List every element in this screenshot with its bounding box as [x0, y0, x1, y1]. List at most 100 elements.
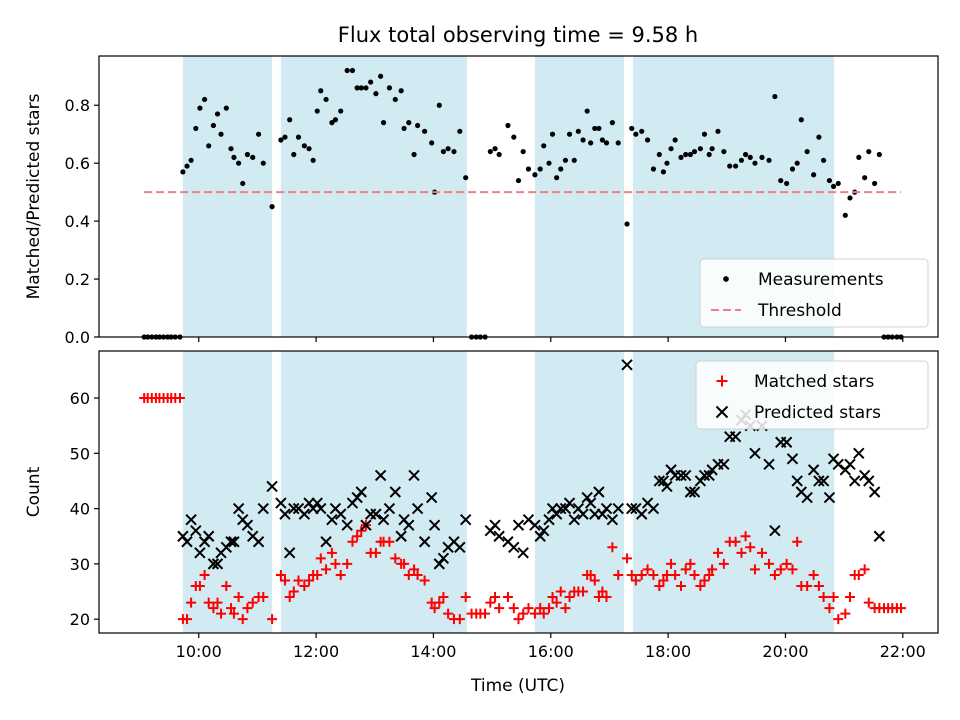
- data-point: [896, 603, 907, 614]
- data-point: [406, 120, 412, 126]
- legend-item: Predicted stars: [715, 403, 881, 423]
- data-point: [436, 102, 442, 108]
- data-point: [520, 148, 526, 155]
- data-point: [629, 125, 635, 132]
- legend-box: [699, 258, 929, 328]
- data-point: [443, 608, 454, 619]
- data-point: [609, 120, 615, 126]
- data-point: [440, 148, 447, 155]
- data-point: [332, 117, 339, 123]
- data-point: [310, 157, 316, 163]
- data-point: [411, 502, 424, 515]
- data-point: [216, 608, 227, 619]
- legend-item: Matched stars: [716, 372, 874, 392]
- data-point: [740, 531, 751, 542]
- data-point: [390, 553, 401, 564]
- data-point: [599, 137, 606, 143]
- data-point: [386, 85, 393, 91]
- data-point: [492, 146, 498, 152]
- observing-interval: [280, 351, 467, 633]
- data-point: [555, 586, 566, 597]
- data-point: [288, 586, 299, 597]
- data-point: [237, 614, 248, 625]
- legend-label: Matched stars: [754, 372, 874, 392]
- data-point: [647, 502, 660, 515]
- data-point: [352, 531, 363, 542]
- data-point: [781, 558, 792, 569]
- data-point: [395, 530, 407, 542]
- data-point: [311, 497, 323, 509]
- data-point: [174, 393, 185, 403]
- data-point: [872, 180, 878, 187]
- data-point: [529, 519, 541, 531]
- data-point: [408, 469, 420, 482]
- data-point: [320, 536, 332, 548]
- data-point: [633, 131, 639, 137]
- legend-label: Measurements: [758, 270, 884, 290]
- data-point: [532, 172, 538, 178]
- data-point: [354, 85, 360, 91]
- data-point: [668, 146, 674, 152]
- data-point: [258, 592, 269, 603]
- x-tick-label: 14:00: [410, 642, 456, 661]
- data-point: [811, 172, 817, 178]
- observing-interval: [534, 351, 625, 633]
- x-tick-label: 12:00: [293, 642, 339, 661]
- data-point: [326, 513, 338, 526]
- data-point: [580, 137, 586, 143]
- data-point: [275, 497, 287, 509]
- data-point: [716, 375, 728, 387]
- axes-frame: [98, 55, 939, 338]
- series-matched-stars: [139, 393, 907, 625]
- data-point: [360, 519, 372, 531]
- data-point: [203, 597, 214, 608]
- data-point: [282, 134, 288, 140]
- data-point: [505, 122, 511, 129]
- data-point: [607, 542, 618, 553]
- data-point: [433, 558, 446, 570]
- data-point: [409, 564, 420, 575]
- data-point: [738, 157, 745, 163]
- legend-label: Predicted stars: [754, 403, 881, 423]
- data-point: [808, 569, 819, 580]
- data-point: [368, 79, 374, 85]
- data-point: [798, 117, 804, 123]
- data-point: [657, 475, 670, 487]
- data-point: [858, 469, 871, 482]
- data-point: [588, 140, 594, 146]
- data-point: [206, 143, 212, 149]
- data-point: [203, 530, 215, 542]
- data-point: [549, 131, 556, 137]
- data-point: [537, 166, 543, 172]
- data-point: [190, 524, 202, 537]
- data-point: [428, 519, 441, 531]
- data-point: [786, 453, 799, 465]
- data-point: [840, 608, 851, 619]
- data-point: [842, 212, 848, 218]
- data-point: [356, 525, 367, 536]
- data-point: [247, 597, 258, 608]
- data-point: [188, 157, 194, 163]
- data-point: [199, 569, 210, 580]
- data-point: [494, 603, 505, 614]
- data-point: [560, 603, 571, 614]
- data-point: [764, 558, 775, 569]
- data-point: [828, 592, 839, 603]
- data-point: [344, 67, 350, 74]
- data-point: [312, 569, 323, 580]
- x-tick-label: 10:00: [176, 642, 222, 661]
- data-point: [267, 614, 278, 625]
- data-point: [701, 131, 708, 137]
- data-point: [554, 175, 560, 181]
- data-point: [342, 558, 353, 569]
- data-point: [208, 603, 219, 614]
- data-point: [644, 137, 651, 143]
- data-point: [775, 564, 786, 575]
- data-point: [411, 151, 417, 158]
- data-point: [184, 163, 190, 169]
- data-point: [383, 502, 396, 515]
- data-point: [804, 148, 810, 155]
- data-point: [683, 151, 689, 158]
- data-point: [252, 536, 265, 548]
- data-point: [197, 105, 203, 111]
